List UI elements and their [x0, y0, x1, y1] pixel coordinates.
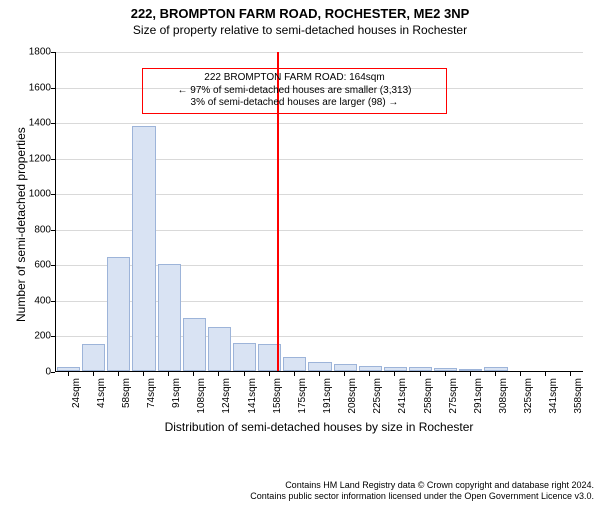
y-tick-label: 1600 — [21, 82, 51, 93]
x-tick-mark — [93, 372, 94, 376]
histogram-bar — [384, 367, 407, 371]
histogram-bar — [484, 367, 507, 371]
x-tick-mark — [269, 372, 270, 376]
x-tick-mark — [294, 372, 295, 376]
x-tick-mark — [68, 372, 69, 376]
chart-title-sub: Size of property relative to semi-detach… — [0, 23, 600, 37]
x-tick-mark — [470, 372, 471, 376]
gridline — [56, 123, 583, 124]
y-tick-mark — [51, 230, 55, 231]
x-tick-mark — [445, 372, 446, 376]
footer-line-2: Contains public sector information licen… — [250, 491, 594, 502]
x-tick-mark — [244, 372, 245, 376]
histogram-bar — [434, 368, 457, 371]
x-tick-label: 275sqm — [448, 378, 459, 414]
x-tick-mark — [218, 372, 219, 376]
x-tick-label: 41sqm — [96, 378, 107, 408]
histogram-bar — [107, 257, 130, 371]
x-tick-label: 24sqm — [71, 378, 82, 408]
histogram-bar — [359, 366, 382, 371]
x-tick-mark — [520, 372, 521, 376]
gridline — [56, 52, 583, 53]
x-tick-label: 191sqm — [322, 378, 333, 414]
histogram-bar — [208, 327, 231, 371]
histogram-bar — [283, 357, 306, 371]
y-tick-mark — [51, 194, 55, 195]
y-tick-label: 1800 — [21, 47, 51, 58]
x-tick-mark — [143, 372, 144, 376]
x-tick-label: 291sqm — [473, 378, 484, 414]
annotation-box: 222 BROMPTON FARM ROAD: 164sqm← 97% of s… — [142, 68, 447, 114]
x-axis-label: Distribution of semi-detached houses by … — [55, 420, 583, 434]
x-tick-mark — [570, 372, 571, 376]
y-tick-mark — [51, 159, 55, 160]
x-tick-mark — [193, 372, 194, 376]
x-tick-mark — [495, 372, 496, 376]
x-tick-label: 74sqm — [146, 378, 157, 408]
x-tick-mark — [118, 372, 119, 376]
x-tick-mark — [420, 372, 421, 376]
x-tick-mark — [319, 372, 320, 376]
chart-container: 222 BROMPTON FARM ROAD: 164sqm← 97% of s… — [0, 44, 600, 444]
annotation-line: ← 97% of semi-detached houses are smalle… — [149, 85, 440, 98]
histogram-bar — [183, 318, 206, 371]
x-tick-label: 208sqm — [347, 378, 358, 414]
histogram-bar — [334, 364, 357, 371]
annotation-line: 222 BROMPTON FARM ROAD: 164sqm — [149, 72, 440, 85]
y-tick-mark — [51, 372, 55, 373]
x-tick-label: 325sqm — [523, 378, 534, 414]
plot-area: 222 BROMPTON FARM ROAD: 164sqm← 97% of s… — [55, 52, 583, 372]
y-tick-label: 200 — [21, 331, 51, 342]
x-tick-label: 341sqm — [548, 378, 559, 414]
annotation-line: 3% of semi-detached houses are larger (9… — [149, 97, 440, 110]
y-tick-mark — [51, 301, 55, 302]
x-tick-label: 58sqm — [121, 378, 132, 408]
histogram-bar — [132, 126, 155, 371]
x-tick-label: 158sqm — [272, 378, 283, 414]
histogram-bar — [459, 369, 482, 371]
x-tick-label: 241sqm — [397, 378, 408, 414]
histogram-bar — [158, 264, 181, 371]
y-tick-mark — [51, 52, 55, 53]
histogram-bar — [308, 362, 331, 371]
y-axis-label: Number of semi-detached properties — [14, 127, 28, 322]
x-tick-label: 258sqm — [423, 378, 434, 414]
footer-attribution: Contains HM Land Registry data © Crown c… — [250, 480, 594, 502]
x-tick-label: 124sqm — [221, 378, 232, 414]
y-tick-label: 0 — [21, 367, 51, 378]
histogram-bar — [82, 344, 105, 371]
x-tick-mark — [168, 372, 169, 376]
x-tick-mark — [369, 372, 370, 376]
chart-title-main: 222, BROMPTON FARM ROAD, ROCHESTER, ME2 … — [0, 6, 600, 21]
x-tick-label: 175sqm — [297, 378, 308, 414]
x-tick-label: 308sqm — [498, 378, 509, 414]
y-tick-mark — [51, 88, 55, 89]
x-tick-label: 358sqm — [573, 378, 584, 414]
x-tick-label: 141sqm — [247, 378, 258, 414]
x-tick-label: 108sqm — [196, 378, 207, 414]
histogram-bar — [233, 343, 256, 371]
x-tick-label: 225sqm — [372, 378, 383, 414]
y-tick-mark — [51, 336, 55, 337]
x-tick-mark — [545, 372, 546, 376]
histogram-bar — [409, 367, 432, 371]
x-tick-mark — [394, 372, 395, 376]
footer-line-1: Contains HM Land Registry data © Crown c… — [250, 480, 594, 491]
y-tick-mark — [51, 265, 55, 266]
x-tick-label: 91sqm — [171, 378, 182, 408]
histogram-bar — [57, 367, 80, 371]
y-tick-mark — [51, 123, 55, 124]
x-tick-mark — [344, 372, 345, 376]
